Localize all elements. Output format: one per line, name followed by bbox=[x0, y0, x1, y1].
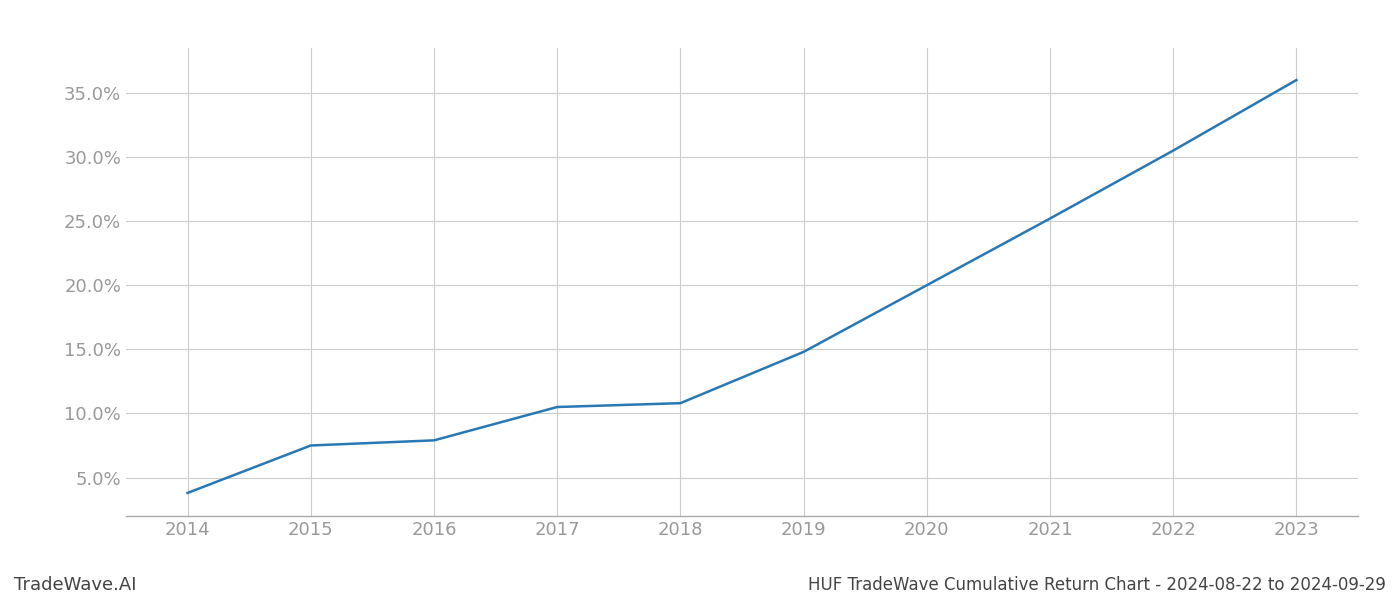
Text: TradeWave.AI: TradeWave.AI bbox=[14, 576, 137, 594]
Text: HUF TradeWave Cumulative Return Chart - 2024-08-22 to 2024-09-29: HUF TradeWave Cumulative Return Chart - … bbox=[808, 576, 1386, 594]
